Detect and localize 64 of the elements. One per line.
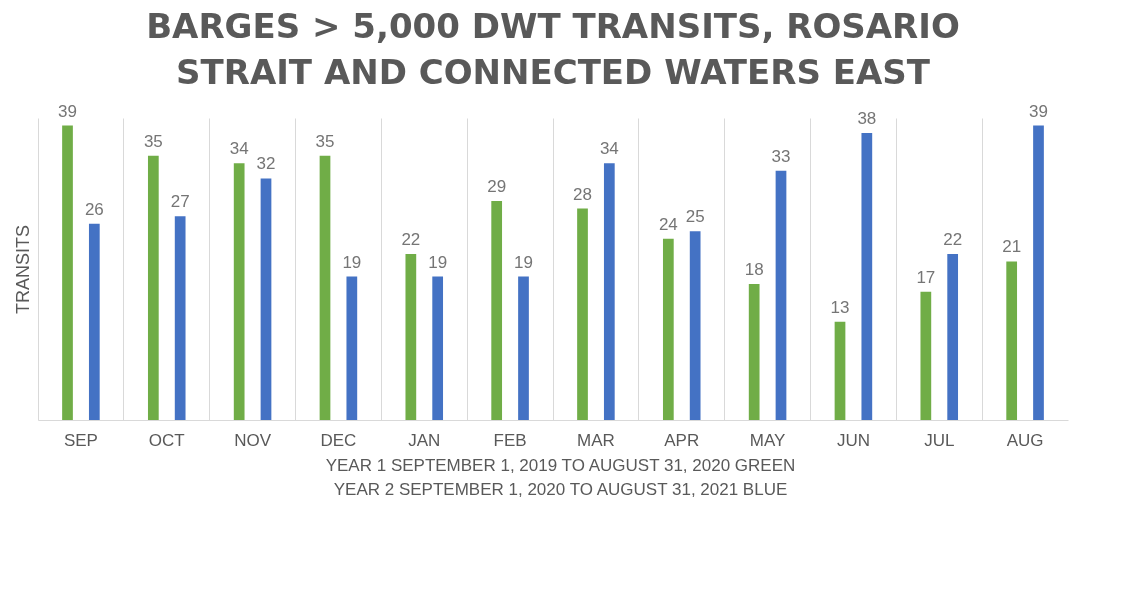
bar [260,178,272,420]
data-label: 26 [84,199,104,219]
data-label: 27 [170,192,190,212]
bar [518,276,529,420]
bar [88,223,100,420]
bar [689,231,701,420]
x-tick-label: JUL [924,430,955,450]
data-label: 19 [428,252,448,272]
bar [147,155,159,420]
data-label: 39 [1029,101,1048,121]
data-label: 28 [573,184,592,204]
bar [432,276,444,420]
bar [1006,261,1018,420]
data-label: 32 [256,154,276,174]
bar [319,155,331,420]
bar [62,125,73,420]
bar [1033,125,1044,420]
data-label: 18 [744,260,764,280]
bar [233,163,245,420]
data-label: 25 [685,207,705,227]
data-label: 17 [916,267,936,287]
x-tick-label: MAR [577,430,615,450]
text: YEAR 1 SEPTEMBER 1, 2019 TO AUGUST 31, 2020 GREEN [324,455,797,477]
data-label: 33 [771,146,791,166]
x-tick-label: SEP [63,430,98,450]
x-tick-label: DEC [320,430,357,450]
data-label: 19 [342,252,362,272]
data-label: 13 [830,297,850,317]
chart-title: BARGES > 5,000 DWT TRANSITS, ROSARIO STRAIT AND CONNECTED WATERS EAST [146,5,960,92]
bar [405,253,417,420]
data-label: 34 [229,139,249,159]
x-tick-label: APR [664,430,700,450]
data-label: 38 [857,109,877,129]
bar [861,133,873,420]
bar [775,170,787,420]
data-label: 35 [315,131,335,151]
data-label: 22 [401,229,421,249]
bar [947,253,959,420]
data-label: 24 [658,214,678,234]
x-tick-label: NOV [234,430,272,450]
x-tick-label: MAY [749,430,786,450]
x-tick-label: OCT [148,430,185,450]
bar [174,216,186,420]
bar [662,238,674,420]
x-tick-label: JUN [836,430,870,450]
x-tick-label: FEB [493,430,527,450]
data-label: 21 [1002,237,1022,257]
x-tick-label: AUG [1006,430,1044,450]
data-label: 35 [143,131,163,151]
data-label: 34 [599,139,619,159]
y-axis-title: TRANSITS [12,224,33,315]
data-label: 19 [514,252,533,272]
bar [577,208,588,420]
bar [748,284,760,420]
data-label: 22 [943,229,963,249]
bar [491,201,503,420]
bar [603,163,615,420]
text: YEAR 2 SEPTEMBER 1, 2020 TO AUGUST 31, 2021 BLUE [332,479,789,501]
bar [920,291,932,420]
bar [834,321,846,420]
x-tick-label: JAN [408,430,441,450]
data-label: 39 [58,101,77,121]
bar [346,276,358,420]
data-label: 29 [487,177,507,197]
